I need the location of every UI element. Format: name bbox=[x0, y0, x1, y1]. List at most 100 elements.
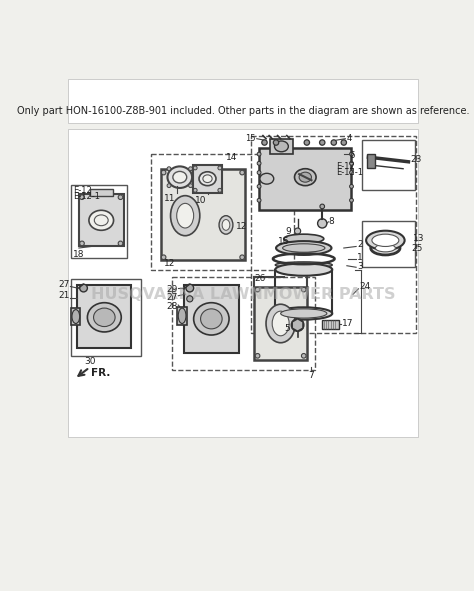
Circle shape bbox=[187, 296, 193, 302]
Ellipse shape bbox=[171, 196, 200, 236]
Bar bbox=[259, 148, 352, 210]
Circle shape bbox=[167, 167, 171, 171]
Ellipse shape bbox=[199, 172, 216, 186]
Text: 18: 18 bbox=[73, 249, 84, 258]
Ellipse shape bbox=[203, 175, 212, 183]
Ellipse shape bbox=[178, 308, 186, 323]
Text: FR.: FR. bbox=[91, 368, 110, 378]
Ellipse shape bbox=[94, 215, 108, 226]
Text: HUSQVARNA LAWNMOWER PARTS: HUSQVARNA LAWNMOWER PARTS bbox=[91, 287, 395, 302]
Circle shape bbox=[349, 184, 354, 189]
Ellipse shape bbox=[275, 307, 332, 320]
Ellipse shape bbox=[281, 309, 327, 318]
Text: 27: 27 bbox=[166, 293, 177, 301]
Ellipse shape bbox=[219, 216, 233, 234]
Circle shape bbox=[167, 184, 171, 187]
Circle shape bbox=[349, 161, 354, 165]
Circle shape bbox=[257, 184, 261, 189]
Text: 3: 3 bbox=[357, 262, 363, 271]
Circle shape bbox=[301, 287, 306, 292]
Bar bbox=[71, 279, 140, 356]
Ellipse shape bbox=[173, 171, 187, 183]
Bar bbox=[161, 170, 245, 261]
Circle shape bbox=[262, 140, 267, 145]
Ellipse shape bbox=[222, 219, 230, 230]
Bar bbox=[322, 320, 339, 329]
Text: 1: 1 bbox=[357, 253, 363, 262]
Circle shape bbox=[240, 255, 245, 259]
Text: 17: 17 bbox=[341, 319, 353, 328]
Circle shape bbox=[80, 284, 87, 292]
Ellipse shape bbox=[275, 262, 332, 268]
Circle shape bbox=[341, 140, 346, 145]
Text: 24: 24 bbox=[359, 282, 371, 291]
Text: 23: 23 bbox=[411, 155, 422, 164]
Circle shape bbox=[80, 241, 84, 246]
Bar bbox=[362, 140, 415, 190]
Ellipse shape bbox=[177, 203, 194, 228]
Circle shape bbox=[193, 189, 197, 192]
Circle shape bbox=[304, 140, 310, 145]
Text: 6: 6 bbox=[349, 151, 355, 160]
Circle shape bbox=[193, 166, 197, 170]
Text: Only part HON-16100-Z8B-901 included. Other parts in the diagram are shown as re: Only part HON-16100-Z8B-901 included. Ot… bbox=[17, 106, 469, 116]
Bar bbox=[71, 308, 81, 325]
Text: 21: 21 bbox=[58, 291, 70, 300]
Text: 8: 8 bbox=[328, 216, 334, 226]
Ellipse shape bbox=[375, 244, 395, 252]
Text: 9: 9 bbox=[286, 226, 292, 236]
Bar bbox=[251, 135, 416, 333]
Circle shape bbox=[218, 166, 222, 170]
Text: 26: 26 bbox=[255, 274, 266, 284]
Ellipse shape bbox=[294, 168, 316, 186]
Circle shape bbox=[318, 219, 327, 228]
Bar bbox=[367, 154, 374, 168]
Bar bbox=[362, 221, 415, 267]
Circle shape bbox=[257, 199, 261, 202]
Text: 5: 5 bbox=[284, 324, 290, 333]
Text: 11: 11 bbox=[164, 194, 175, 203]
Ellipse shape bbox=[89, 210, 114, 230]
Ellipse shape bbox=[87, 303, 121, 332]
Circle shape bbox=[292, 319, 304, 331]
Ellipse shape bbox=[72, 310, 80, 323]
Text: 30: 30 bbox=[84, 358, 95, 366]
Ellipse shape bbox=[266, 304, 295, 343]
Bar bbox=[90, 189, 113, 196]
Ellipse shape bbox=[276, 241, 331, 255]
Circle shape bbox=[218, 189, 222, 192]
Circle shape bbox=[294, 228, 301, 234]
Bar bbox=[193, 165, 222, 193]
Text: 16: 16 bbox=[278, 238, 290, 246]
Circle shape bbox=[301, 353, 306, 358]
Circle shape bbox=[189, 167, 192, 171]
Text: 29: 29 bbox=[166, 285, 177, 294]
Ellipse shape bbox=[283, 243, 325, 252]
Text: E-12: E-12 bbox=[336, 162, 355, 171]
Ellipse shape bbox=[272, 311, 289, 336]
Text: 7: 7 bbox=[308, 371, 314, 380]
Circle shape bbox=[349, 171, 354, 174]
Bar bbox=[270, 139, 293, 154]
Circle shape bbox=[118, 241, 123, 246]
Text: E-12-1: E-12-1 bbox=[336, 168, 363, 177]
Ellipse shape bbox=[299, 172, 311, 182]
Bar bbox=[68, 129, 418, 437]
Text: 28: 28 bbox=[166, 302, 177, 311]
Text: 2: 2 bbox=[357, 241, 363, 249]
Ellipse shape bbox=[372, 234, 399, 246]
Text: 10: 10 bbox=[195, 196, 206, 204]
Bar bbox=[183, 285, 239, 353]
Circle shape bbox=[257, 152, 261, 156]
Circle shape bbox=[320, 204, 325, 209]
Circle shape bbox=[255, 353, 260, 358]
Bar bbox=[77, 285, 131, 348]
Ellipse shape bbox=[201, 309, 222, 329]
Bar bbox=[172, 277, 315, 370]
Circle shape bbox=[349, 199, 354, 202]
Circle shape bbox=[189, 184, 192, 187]
Text: 15: 15 bbox=[246, 134, 256, 143]
Text: 12: 12 bbox=[236, 222, 247, 231]
Ellipse shape bbox=[167, 167, 192, 188]
Text: 4: 4 bbox=[347, 134, 352, 143]
